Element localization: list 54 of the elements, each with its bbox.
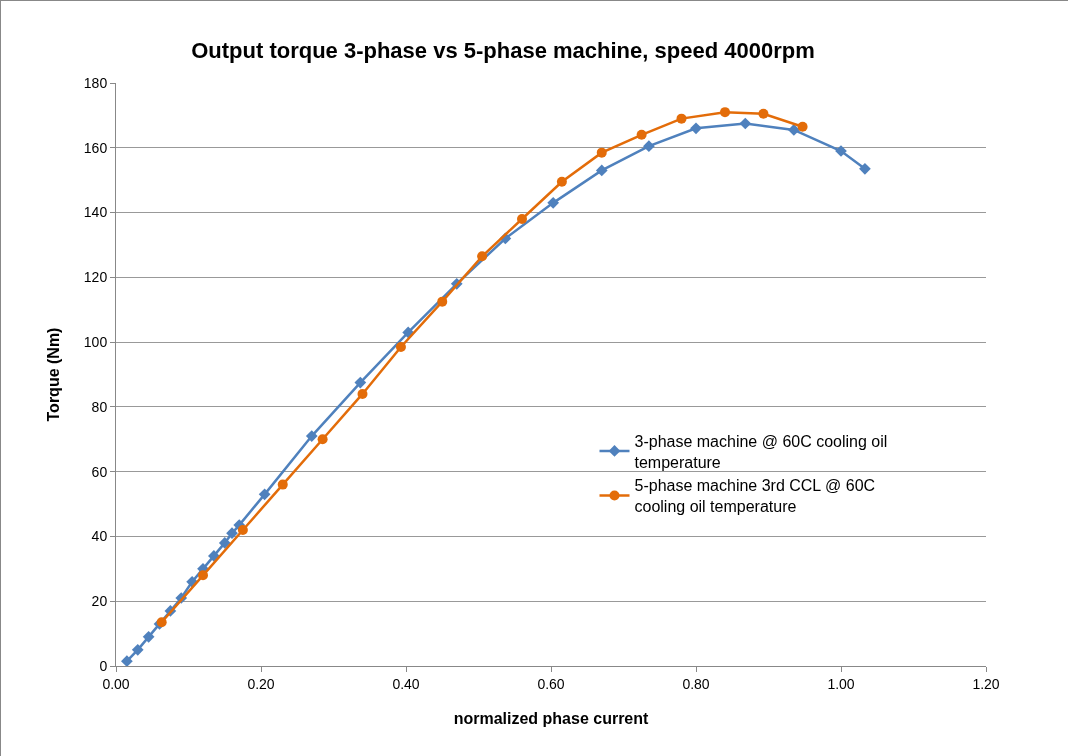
point — [547, 196, 560, 209]
legend-label: 5-phase machine 3rd CCL @ 60C cooling oil temperature — [634, 477, 876, 516]
point — [739, 117, 752, 130]
x-tick-label: 1.20 — [972, 675, 1000, 692]
y-tick-label: 100 — [83, 334, 108, 351]
point — [131, 643, 144, 656]
x-axis-title: normalized phase current — [453, 710, 650, 728]
point — [317, 434, 328, 445]
point — [595, 164, 608, 177]
point — [859, 162, 871, 175]
point — [758, 108, 769, 119]
y-axis-title: Torque (Nm) — [44, 327, 62, 422]
point — [258, 488, 271, 501]
point — [121, 655, 133, 666]
point — [218, 537, 231, 549]
point — [720, 107, 730, 118]
point — [437, 296, 448, 307]
point — [556, 176, 567, 187]
x-tick-label: 0.60 — [537, 675, 565, 692]
x-tick-label: 0.20 — [247, 675, 275, 692]
x-tick-label: 0.80 — [682, 675, 710, 692]
point — [305, 430, 318, 442]
point — [676, 113, 687, 124]
x-tick-label: 1.00 — [827, 675, 855, 692]
y-tick-label: 20 — [91, 593, 108, 610]
point — [277, 479, 288, 490]
y-tick-label: 0 — [99, 657, 108, 674]
point — [517, 214, 527, 225]
point — [354, 376, 367, 389]
y-tick-label: 140 — [83, 204, 108, 221]
y-tick-label: 80 — [91, 398, 108, 415]
point — [237, 524, 248, 535]
point — [402, 326, 415, 339]
point — [226, 527, 238, 540]
point — [788, 124, 800, 136]
point — [357, 388, 368, 399]
y-tick-label: 40 — [91, 528, 108, 545]
point — [636, 129, 647, 140]
y-tick-label: 60 — [91, 463, 108, 480]
x-tick-label: 0.40 — [392, 675, 420, 692]
point — [142, 631, 155, 643]
point — [198, 570, 208, 581]
point — [797, 121, 808, 132]
y-tick-label: 160 — [83, 139, 108, 156]
legend-label: 3-phase machine @ 60C cooling oil temperature — [634, 432, 888, 471]
point — [643, 140, 655, 153]
x-tick-label: 0.00 — [102, 675, 130, 692]
y-tick-label: 180 — [83, 74, 108, 91]
point — [477, 251, 488, 262]
point — [596, 147, 607, 158]
chart-title: Output torque 3-phase vs 5-phase machine, speed 4000rpm — [191, 37, 815, 63]
point — [690, 122, 702, 135]
point — [395, 341, 406, 352]
y-tick-label: 120 — [83, 269, 108, 286]
